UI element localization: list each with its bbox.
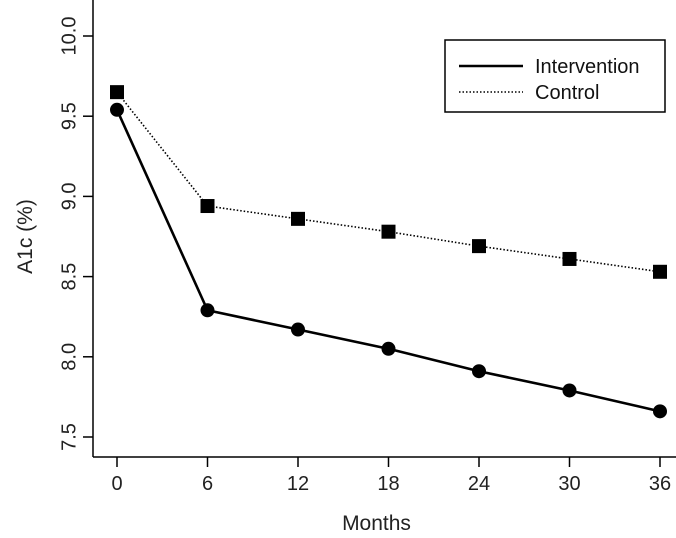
data-point xyxy=(110,85,124,100)
data-point xyxy=(653,264,667,279)
y-axis-title: A1c (%) xyxy=(14,199,37,274)
legend-label-intervention: Intervention xyxy=(535,56,640,78)
data-point xyxy=(653,404,667,419)
data-point xyxy=(562,383,577,398)
x-tick-label: 18 xyxy=(377,473,399,495)
data-point xyxy=(110,102,124,117)
y-axis: 7.5 8.0 8.5 9.0 9.5 10.0 xyxy=(58,17,93,451)
data-point xyxy=(200,303,215,318)
series-control xyxy=(110,85,667,279)
x-axis: 0 6 12 18 24 30 36 xyxy=(111,457,671,495)
x-axis-title: Months xyxy=(342,512,411,535)
plot-frame xyxy=(92,0,676,458)
data-point xyxy=(562,251,577,266)
y-tick-label: 8.5 xyxy=(58,263,80,291)
y-tick-label: 9.0 xyxy=(58,182,80,210)
series-intervention xyxy=(110,102,667,419)
series-line-intervention xyxy=(115,109,661,413)
x-tick-label: 12 xyxy=(287,473,309,495)
y-tick-label: 7.5 xyxy=(58,423,80,451)
x-tick-label: 24 xyxy=(468,473,490,495)
y-tick-label: 10.0 xyxy=(58,17,80,56)
legend-label-control: Control xyxy=(535,82,599,104)
series-layer xyxy=(110,85,667,419)
data-point xyxy=(291,322,305,337)
data-point xyxy=(381,341,396,356)
data-point xyxy=(200,199,215,214)
legend-box xyxy=(444,39,666,113)
data-point xyxy=(381,224,396,239)
data-point xyxy=(291,211,305,226)
series-line-control xyxy=(116,91,661,273)
x-tick-label: 6 xyxy=(202,473,213,495)
x-tick-label: 36 xyxy=(649,473,671,495)
y-tick-label: 8.0 xyxy=(58,343,80,371)
x-tick-label: 0 xyxy=(111,473,122,495)
y-tick-label: 9.5 xyxy=(58,102,80,130)
x-tick-label: 30 xyxy=(558,473,580,495)
legend: Intervention Control xyxy=(444,39,666,113)
data-point xyxy=(472,239,486,254)
data-point xyxy=(472,364,486,379)
